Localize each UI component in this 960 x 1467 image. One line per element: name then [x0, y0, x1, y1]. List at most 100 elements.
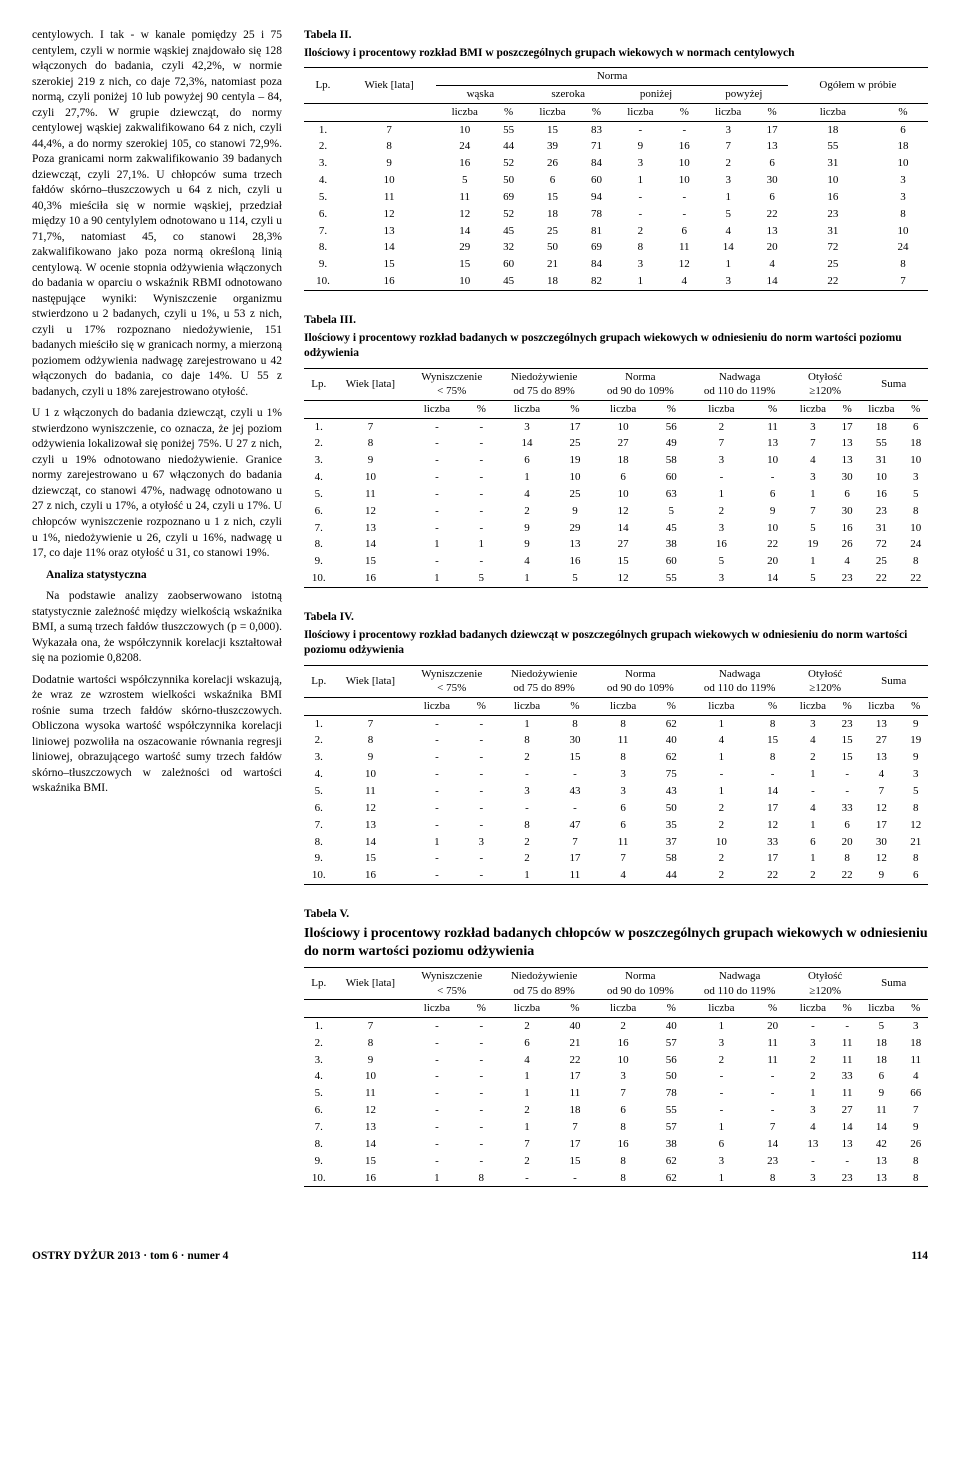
cell: 10 — [788, 172, 878, 189]
cell: 14 — [334, 1136, 408, 1153]
cell: 1 — [612, 172, 669, 189]
cell: 50 — [654, 800, 688, 817]
cell: 62 — [654, 1170, 688, 1187]
cell: 19 — [903, 732, 928, 749]
cell: 22 — [558, 1052, 592, 1069]
table-row: 3.9--42210562112111811 — [304, 1052, 928, 1069]
cell: 7 — [334, 1017, 408, 1034]
cell: 6 — [859, 1068, 903, 1085]
cell: 17 — [558, 1068, 592, 1085]
cell: 8 — [334, 435, 408, 452]
cell: 11 — [592, 732, 654, 749]
th-norma: Normaod 90 do 109% — [592, 967, 688, 999]
cell: 2. — [304, 1035, 334, 1052]
cell: 6 — [903, 867, 928, 884]
cell: 18 — [788, 121, 878, 138]
cell: 18 — [859, 418, 903, 435]
table-row: 1.7--3171056211317186 — [304, 418, 928, 435]
cell: 11 — [835, 1052, 859, 1069]
cell: 6 — [592, 469, 654, 486]
cell: 14 — [754, 570, 791, 587]
cell: 25 — [558, 486, 592, 503]
cell: 13 — [754, 435, 791, 452]
cell: liczba — [791, 1000, 835, 1018]
cell: 2 — [496, 1153, 558, 1170]
cell: - — [466, 749, 496, 766]
cell: 15 — [524, 121, 581, 138]
cell: 1 — [466, 536, 496, 553]
cell: 29 — [436, 239, 493, 256]
nutri-head: Lp.Wiek [lata]Wyniszczenie< 75%Niedożywi… — [304, 967, 928, 1017]
cell: 20 — [835, 834, 859, 851]
cell: 60 — [493, 256, 524, 273]
cell: 8 — [754, 749, 791, 766]
cell: - — [407, 850, 466, 867]
cell: 1. — [304, 418, 334, 435]
cell: - — [496, 766, 558, 783]
cell: 4. — [304, 469, 334, 486]
cell: 12 — [334, 1102, 408, 1119]
cell: % — [903, 697, 928, 715]
cell: 1. — [304, 1017, 334, 1034]
table-iii-block: Tabela III. Ilościowy i procentowy rozkł… — [304, 313, 928, 588]
cell: - — [466, 1102, 496, 1119]
cell: 13 — [334, 1119, 408, 1136]
cell: 55 — [654, 1102, 688, 1119]
cell: 63 — [654, 486, 688, 503]
cell: 8 — [903, 850, 928, 867]
cell: - — [407, 503, 466, 520]
cell: 9 — [859, 1085, 903, 1102]
cell: - — [407, 520, 466, 537]
cell: 3. — [304, 1052, 334, 1069]
cell: 60 — [654, 469, 688, 486]
cell: 62 — [654, 715, 688, 732]
cell: - — [407, 1136, 466, 1153]
cell: liczba — [407, 697, 466, 715]
cell: 2. — [304, 732, 334, 749]
cell: 6 — [592, 817, 654, 834]
table-row: 8.14--717163861413134226 — [304, 1136, 928, 1153]
th-lp: Lp. — [304, 967, 334, 999]
th-waska: wąska — [436, 85, 524, 103]
cell: 18 — [524, 206, 581, 223]
th-norma: Normaod 90 do 109% — [592, 368, 688, 400]
cell: - — [754, 1102, 791, 1119]
cell: 7 — [558, 1119, 592, 1136]
para-1: centylowych. I tak - w kanale pomiędzy 2… — [32, 28, 282, 400]
cell: 1. — [304, 121, 342, 138]
cell: 5 — [791, 520, 835, 537]
cell: 3 — [612, 155, 669, 172]
cell: - — [754, 1085, 791, 1102]
cell: 27 — [859, 732, 903, 749]
cell: - — [466, 715, 496, 732]
cell: 14 — [754, 783, 791, 800]
cell: - — [688, 1068, 754, 1085]
cell: 40 — [558, 1017, 592, 1034]
table-row: 9.151560218431214258 — [304, 256, 928, 273]
cell: 6 — [791, 834, 835, 851]
cell: 7 — [592, 850, 654, 867]
cell: 1 — [791, 1085, 835, 1102]
cell: 13 — [859, 1153, 903, 1170]
cell: 8 — [903, 1153, 928, 1170]
cell: 8 — [342, 138, 437, 155]
cell: 3 — [688, 1153, 754, 1170]
cell: 6. — [304, 800, 334, 817]
cell: 3 — [791, 418, 835, 435]
cell: - — [466, 1153, 496, 1170]
cell: 57 — [654, 1119, 688, 1136]
table-ii-body: 1.710551583--3171862.8244439719167135518… — [304, 121, 928, 290]
cell: 18 — [903, 435, 928, 452]
cell: 9 — [496, 520, 558, 537]
cell: 1 — [496, 469, 558, 486]
cell: liczba — [496, 697, 558, 715]
cell: 22 — [859, 570, 903, 587]
cell: 11 — [334, 1085, 408, 1102]
cell: 16 — [436, 155, 493, 172]
cell: 6 — [592, 1102, 654, 1119]
th-suma: Suma — [859, 967, 928, 999]
cell: 84 — [581, 155, 612, 172]
cell: 11 — [835, 1035, 859, 1052]
cell: 40 — [654, 732, 688, 749]
cell: 6 — [524, 172, 581, 189]
